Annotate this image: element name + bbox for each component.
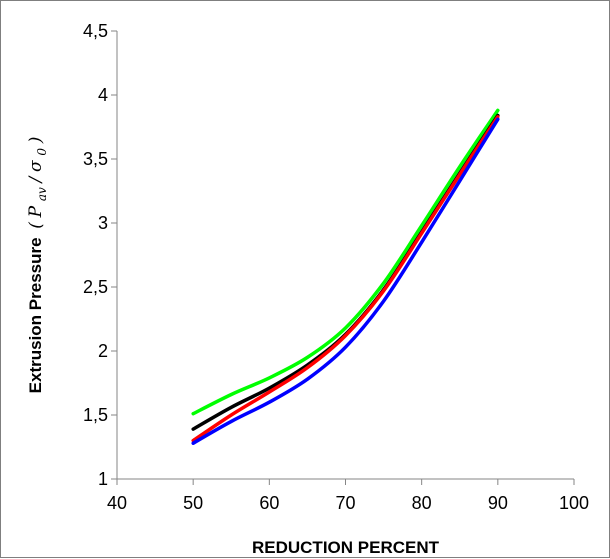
series-line-3: [191, 115, 500, 443]
x-tick-label: 90: [488, 493, 508, 513]
series-line-4: [191, 117, 500, 445]
series-line-1: [191, 108, 500, 416]
x-ticks: 40 50 60 70 80 90 100: [107, 479, 589, 513]
y-tick-label: 3: [98, 213, 108, 233]
x-tick-label: 40: [107, 493, 127, 513]
y-axis-title: Extrusion Pressure ( P av / σ 0 ): [26, 137, 50, 394]
x-tick-label: 80: [412, 493, 432, 513]
y-tick-label: 1,5: [83, 405, 108, 425]
y-axis-symbol-p: P: [26, 205, 46, 218]
y-ticks: 1 1,5 2 2,5 3 3,5 4 4,5: [83, 21, 117, 489]
y-tick-label: 2: [98, 341, 108, 361]
y-axis-symbol-sigma: σ: [26, 160, 46, 172]
y-axis-slash: /: [26, 174, 46, 184]
x-tick-label: 50: [183, 493, 203, 513]
y-tick-label: 4,5: [83, 21, 108, 41]
y-axis-open-paren: (: [26, 222, 46, 229]
y-axis-title-text: Extrusion Pressure: [26, 237, 45, 393]
x-axis-title: REDUCTION PERCENT: [252, 538, 440, 557]
y-tick-label: 2,5: [83, 277, 108, 297]
axes: [116, 31, 574, 480]
y-axis-close-paren: ): [26, 137, 46, 145]
series-layer: [191, 108, 500, 445]
x-tick-label: 70: [335, 493, 355, 513]
x-tick-label: 60: [259, 493, 279, 513]
series-line-2: [191, 113, 500, 431]
x-tick-label: 100: [559, 493, 589, 513]
y-tick-label: 3,5: [83, 149, 108, 169]
y-tick-label: 4: [98, 85, 108, 105]
y-axis-subscript-zero: 0: [35, 148, 49, 156]
y-tick-label: 1: [98, 469, 108, 489]
y-axis-subscript-av: av: [35, 187, 49, 201]
